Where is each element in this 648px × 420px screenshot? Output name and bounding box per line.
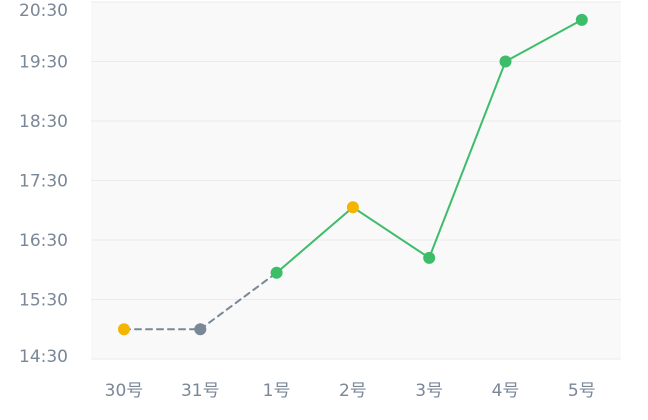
series-line [123,18,583,331]
x-tick-label: 31号 [181,381,220,401]
data-point[interactable] [118,323,130,336]
data-point[interactable] [194,323,207,336]
y-tick-label: 19:30 [19,53,68,73]
x-tick-label: 30号 [105,381,144,401]
data-point[interactable] [423,251,436,264]
y-tick-label: 16:30 [19,231,68,251]
y-tick-label: 18:30 [19,112,68,132]
data-point[interactable] [270,266,283,279]
data-point[interactable] [575,13,588,26]
data-point[interactable] [499,55,512,68]
x-tick-label: 2号 [339,381,367,401]
x-tick-label: 1号 [263,381,291,401]
line-segment-dashed [199,271,278,331]
data-point[interactable] [346,201,359,214]
line-segment [428,60,507,259]
x-tick-label: 5号 [568,381,596,401]
series-points [118,13,588,336]
y-tick-label: 17:30 [19,172,68,192]
x-axis-tick-labels: 30号 31号 1号 2号 3号 4号 5号 [105,381,596,401]
x-tick-label: 3号 [415,381,443,401]
y-tick-label: 14:30 [19,347,68,367]
line-segment [351,206,431,259]
y-tick-label: 15:30 [19,291,68,311]
y-tick-label: 20:30 [19,1,68,21]
line-segment [504,18,583,63]
y-axis-tick-labels: 14:30 15:30 16:30 17:30 18:30 19:30 20:30 [19,1,68,367]
x-tick-label: 4号 [492,381,520,401]
grid-lines [91,1,621,360]
line-segment [275,206,354,274]
